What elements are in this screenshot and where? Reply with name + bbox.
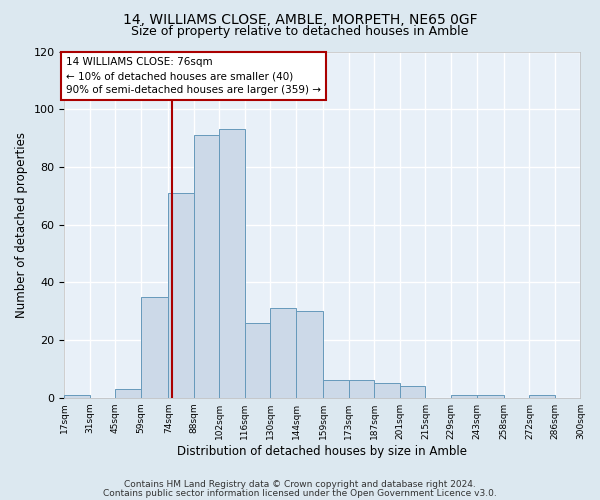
Bar <box>245 322 271 398</box>
Bar <box>323 380 349 398</box>
Bar <box>169 193 194 398</box>
Bar <box>220 130 245 398</box>
Bar <box>296 311 323 398</box>
Text: 14 WILLIAMS CLOSE: 76sqm
← 10% of detached houses are smaller (40)
90% of semi-d: 14 WILLIAMS CLOSE: 76sqm ← 10% of detach… <box>66 58 321 96</box>
Bar <box>194 135 220 398</box>
Bar <box>64 395 90 398</box>
Bar <box>400 386 425 398</box>
Y-axis label: Number of detached properties: Number of detached properties <box>15 132 28 318</box>
Bar <box>141 296 169 398</box>
Text: Contains public sector information licensed under the Open Government Licence v3: Contains public sector information licen… <box>103 488 497 498</box>
Bar <box>271 308 296 398</box>
Bar <box>374 384 400 398</box>
Bar <box>476 395 504 398</box>
Bar <box>529 395 555 398</box>
Text: Contains HM Land Registry data © Crown copyright and database right 2024.: Contains HM Land Registry data © Crown c… <box>124 480 476 489</box>
X-axis label: Distribution of detached houses by size in Amble: Distribution of detached houses by size … <box>178 444 467 458</box>
Bar <box>115 389 141 398</box>
Text: Size of property relative to detached houses in Amble: Size of property relative to detached ho… <box>131 25 469 38</box>
Bar <box>451 395 476 398</box>
Bar <box>349 380 374 398</box>
Text: 14, WILLIAMS CLOSE, AMBLE, MORPETH, NE65 0GF: 14, WILLIAMS CLOSE, AMBLE, MORPETH, NE65… <box>122 12 478 26</box>
